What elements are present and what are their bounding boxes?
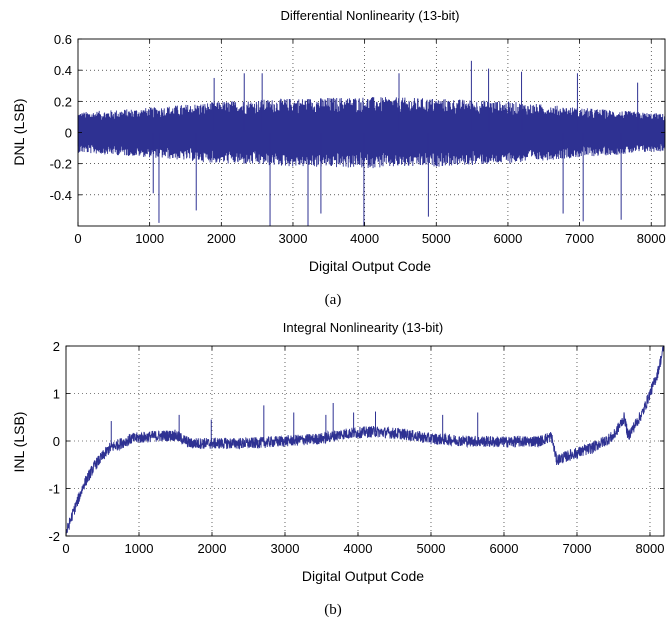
inl-x-tick-label: 6000 [490,541,519,556]
dnl-spikes [152,60,639,226]
dnl-y-tick-label: 0.4 [54,63,72,78]
inl-spikes [110,403,479,448]
dnl-x-ticks: 0 1000 2000 3000 4000 5000 6000 7000 8000 [74,39,666,246]
inl-x-tick-label: 0 [62,541,69,556]
inl-y-tick-label: 1 [53,387,60,402]
inl-x-axis-label: Digital Output Code [302,568,424,584]
inl-y-axis-label: INL (LSB) [11,412,27,473]
panel-b-caption: (b) [324,602,342,618]
inl-y-ticks: -2 -1 0 1 2 [48,339,664,544]
dnl-x-tick-label: 2000 [207,231,236,246]
inl-x-tick-label: 7000 [563,541,592,556]
dnl-y-tick-label: 0.2 [54,94,72,109]
dnl-chart: Differential Nonlinearity (13-bit) 0 1000… [11,8,666,308]
dnl-x-tick-label: 5000 [422,231,451,246]
dnl-x-tick-label: 3000 [279,231,308,246]
inl-x-tick-label: 1000 [125,541,154,556]
dnl-chart-title: Differential Nonlinearity (13-bit) [281,8,460,23]
dnl-y-ticks: -0.4 -0.2 0 0.2 0.4 0.6 [50,32,665,203]
dnl-x-tick-label: 4000 [350,231,379,246]
dnl-x-tick-label: 8000 [637,231,666,246]
inl-x-tick-label: 3000 [271,541,300,556]
inl-y-tick-label: -2 [48,529,60,544]
dnl-x-tick-label: 6000 [493,231,522,246]
inl-chart-title: Integral Nonlinearity (13-bit) [283,320,443,335]
inl-x-tick-label: 5000 [417,541,446,556]
dnl-y-tick-label: -0.2 [50,157,72,172]
dnl-x-tick-label: 0 [74,231,81,246]
inl-y-tick-label: 0 [53,434,60,449]
inl-y-tick-label: 2 [53,339,60,354]
dnl-x-axis-label: Digital Output Code [309,258,431,274]
inl-series [65,345,665,537]
inl-x-tick-label: 4000 [344,541,373,556]
dnl-y-tick-label: 0 [65,126,72,141]
dnl-x-tick-label: 7000 [565,231,594,246]
inl-x-ticks: 0 1000 2000 3000 4000 5000 6000 7000 8000 [62,346,664,556]
inl-x-tick-label: 8000 [636,541,665,556]
dnl-series [77,97,666,169]
dnl-y-tick-label: 0.6 [54,32,72,47]
dnl-y-axis-label: DNL (LSB) [11,98,27,165]
dnl-y-tick-label: -0.4 [50,188,72,203]
panel-a-caption: (a) [325,292,342,308]
inl-x-tick-label: 2000 [198,541,227,556]
inl-y-tick-label: -1 [48,482,60,497]
inl-chart: Integral Nonlinearity (13-bit) 0 1000 2000… [11,320,665,618]
dnl-x-tick-label: 1000 [135,231,164,246]
